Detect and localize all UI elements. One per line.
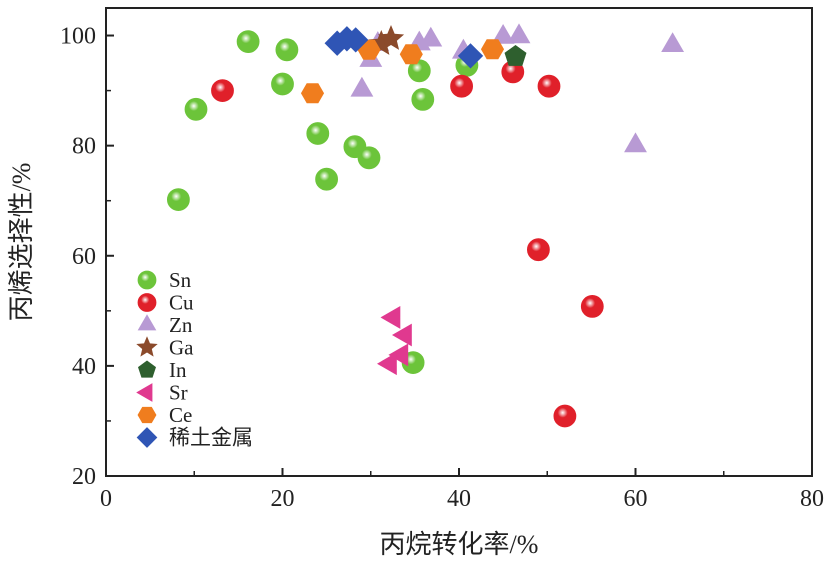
x-tick-label: 80 (800, 486, 824, 512)
data-point (553, 404, 577, 428)
legend-label: Zn (169, 313, 193, 337)
legend-item: Ga (136, 336, 194, 360)
series-1 (211, 60, 604, 428)
data-points (166, 23, 685, 428)
legend-marker (137, 270, 157, 290)
legend-marker (137, 314, 157, 331)
data-point (411, 88, 435, 111)
data-point (306, 122, 330, 145)
data-point (480, 39, 505, 60)
legend-marker (138, 360, 156, 378)
series-6 (300, 39, 505, 104)
x-tick-label: 40 (447, 486, 471, 512)
data-point (527, 238, 550, 262)
x-tick-label: 60 (624, 486, 648, 512)
legend-label: Ce (169, 403, 192, 427)
data-point (350, 76, 374, 97)
legend-label: Sr (169, 381, 188, 405)
data-point (504, 44, 527, 66)
legend-item: Cu (137, 291, 194, 315)
y-tick-label: 60 (72, 244, 96, 270)
legend-label: Ga (169, 336, 194, 360)
data-point (315, 167, 339, 191)
y-tick-label: 100 (60, 24, 96, 50)
x-axis-label: 丙烷转化率/% (380, 530, 539, 559)
data-point (450, 74, 474, 98)
data-point (392, 323, 412, 347)
data-point (507, 23, 531, 44)
y-axis-label: 丙烯选择性/% (7, 163, 36, 322)
legend-marker (136, 383, 153, 402)
legend-label: 稀土金属 (169, 426, 253, 450)
data-point (399, 44, 423, 65)
data-point (184, 97, 208, 121)
legend-item: Zn (137, 313, 193, 337)
data-point (388, 343, 409, 367)
series-5 (377, 305, 412, 376)
legend-marker (136, 336, 158, 357)
data-point (236, 30, 260, 53)
data-point (377, 352, 397, 376)
legend-label: Cu (169, 291, 194, 315)
data-point (271, 72, 294, 96)
x-tick-label: 20 (271, 486, 295, 512)
data-point (419, 26, 443, 47)
series-2 (350, 23, 685, 153)
data-point (275, 38, 299, 62)
legend-item: Sr (136, 381, 188, 405)
legend-item: In (138, 358, 187, 382)
legend-item: Ce (137, 403, 192, 427)
series-0 (166, 30, 479, 375)
data-point (380, 305, 401, 329)
legend-label: In (169, 358, 187, 382)
data-point (580, 294, 604, 318)
legend-item: Sn (137, 268, 192, 292)
data-point (491, 24, 515, 44)
data-point (166, 188, 190, 212)
x-tick-label: 0 (100, 486, 112, 512)
legend-item: 稀土金属 (136, 426, 253, 450)
data-point (357, 146, 381, 170)
data-point (377, 25, 405, 50)
y-tick-label: 40 (72, 354, 96, 380)
y-tick-label: 20 (72, 464, 96, 490)
legend-marker (137, 293, 157, 312)
data-point (211, 79, 234, 102)
legend-label: Sn (169, 268, 192, 292)
data-point (537, 74, 561, 98)
series-4 (504, 44, 527, 66)
data-point (300, 83, 325, 104)
y-tick-label: 80 (72, 134, 96, 160)
legend-marker (136, 427, 158, 448)
data-point (661, 32, 685, 53)
legend-marker (137, 406, 157, 424)
data-point (624, 132, 647, 153)
